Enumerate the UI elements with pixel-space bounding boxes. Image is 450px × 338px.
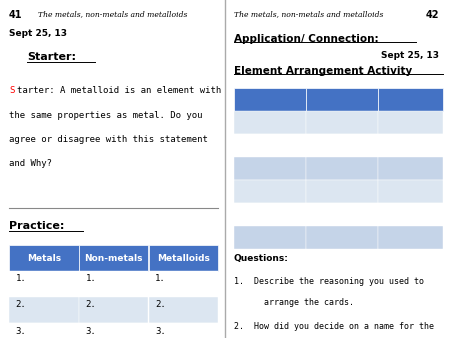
Text: Metals: Metals [27, 254, 61, 263]
Text: 2.  How did you decide on a name for the: 2. How did you decide on a name for the [234, 322, 434, 331]
FancyBboxPatch shape [378, 226, 443, 249]
FancyBboxPatch shape [9, 323, 79, 338]
Text: Non-metals: Non-metals [85, 254, 143, 263]
Text: 3.: 3. [16, 327, 27, 336]
FancyBboxPatch shape [9, 297, 79, 323]
Text: The metals, non-metals and metalloids: The metals, non-metals and metalloids [234, 10, 383, 18]
Text: Practice:: Practice: [9, 221, 64, 232]
FancyBboxPatch shape [234, 226, 306, 249]
FancyBboxPatch shape [9, 245, 79, 271]
Text: 1.: 1. [155, 274, 166, 284]
Text: The metals, non-metals and metalloids: The metals, non-metals and metalloids [38, 10, 187, 18]
Text: 3.: 3. [86, 327, 96, 336]
FancyBboxPatch shape [9, 271, 79, 297]
FancyBboxPatch shape [234, 88, 306, 111]
FancyBboxPatch shape [79, 245, 148, 271]
Text: Application/ Connection:: Application/ Connection: [234, 34, 378, 44]
FancyBboxPatch shape [234, 111, 306, 134]
FancyBboxPatch shape [306, 226, 378, 249]
FancyBboxPatch shape [306, 111, 378, 134]
Text: 2.: 2. [16, 300, 27, 310]
FancyBboxPatch shape [79, 271, 148, 297]
Text: Sept 25, 13: Sept 25, 13 [381, 51, 439, 60]
FancyBboxPatch shape [148, 245, 218, 271]
Text: Metalloids: Metalloids [157, 254, 210, 263]
Text: Questions:: Questions: [234, 254, 289, 263]
FancyBboxPatch shape [148, 297, 218, 323]
Text: 41: 41 [9, 10, 22, 20]
FancyBboxPatch shape [378, 203, 443, 226]
Text: arrange the cards.: arrange the cards. [234, 298, 354, 307]
FancyBboxPatch shape [306, 134, 378, 157]
FancyBboxPatch shape [79, 297, 148, 323]
FancyBboxPatch shape [234, 203, 306, 226]
Text: tarter: A metalloid is an element with: tarter: A metalloid is an element with [17, 86, 221, 95]
Text: 3.: 3. [155, 327, 166, 336]
Text: 2.: 2. [155, 300, 166, 310]
Text: 1.  Describe the reasoning you used to: 1. Describe the reasoning you used to [234, 277, 424, 286]
FancyBboxPatch shape [306, 203, 378, 226]
Text: 1.: 1. [16, 274, 27, 284]
FancyBboxPatch shape [306, 157, 378, 180]
Text: Sept 25, 13: Sept 25, 13 [9, 29, 67, 38]
Text: 2.: 2. [86, 300, 96, 310]
FancyBboxPatch shape [378, 88, 443, 111]
FancyBboxPatch shape [79, 323, 148, 338]
FancyBboxPatch shape [148, 271, 218, 297]
FancyBboxPatch shape [306, 180, 378, 203]
FancyBboxPatch shape [306, 88, 378, 111]
FancyBboxPatch shape [378, 180, 443, 203]
FancyBboxPatch shape [234, 180, 306, 203]
Text: 1.: 1. [86, 274, 96, 284]
FancyBboxPatch shape [234, 157, 306, 180]
Text: and Why?: and Why? [9, 159, 52, 168]
FancyBboxPatch shape [148, 323, 218, 338]
Text: Element Arrangement Activity: Element Arrangement Activity [234, 66, 412, 76]
Text: the same properties as metal. Do you: the same properties as metal. Do you [9, 111, 202, 120]
Text: agree or disagree with this statement: agree or disagree with this statement [9, 135, 208, 144]
FancyBboxPatch shape [378, 111, 443, 134]
FancyBboxPatch shape [378, 134, 443, 157]
FancyBboxPatch shape [378, 157, 443, 180]
Text: 42: 42 [425, 10, 439, 20]
Text: Starter:: Starter: [27, 52, 76, 63]
FancyBboxPatch shape [234, 134, 306, 157]
Text: S: S [9, 86, 14, 95]
